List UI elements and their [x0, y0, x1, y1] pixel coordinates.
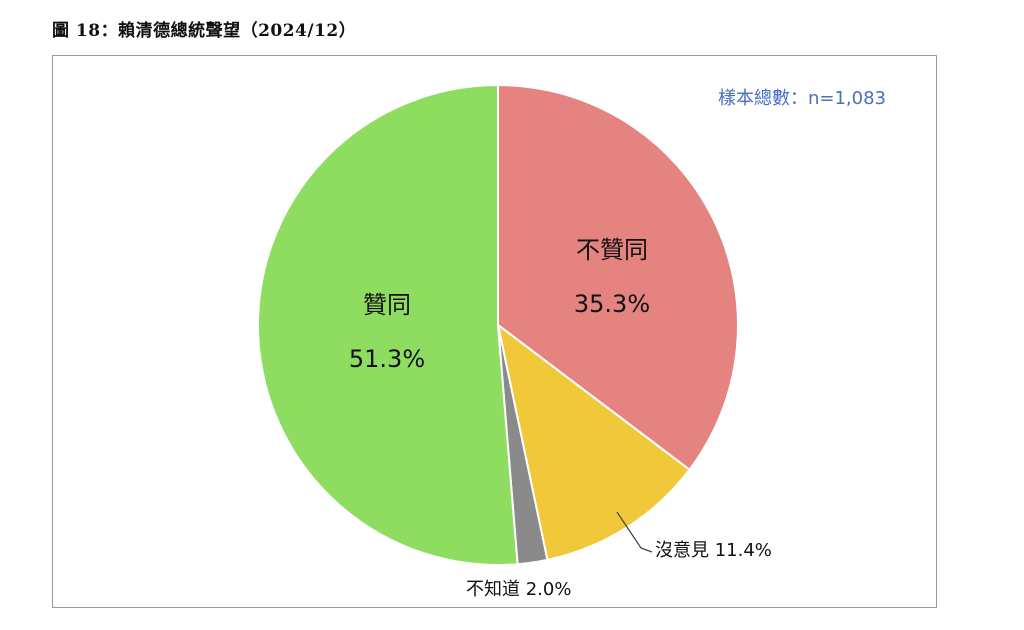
slice-labels: 不贊同 35.3% 沒意見 11.4% 不知道 2.0% 贊同 51.3% — [349, 236, 772, 600]
slice-category-label-3: 贊同 — [363, 291, 411, 319]
slice-value-label-0: 35.3% — [574, 290, 650, 318]
pie-slice-3 — [257, 83, 519, 566]
slice-value-label-3: 51.3% — [349, 345, 425, 373]
leader-line-1 — [616, 511, 653, 553]
leader-lines — [616, 511, 653, 553]
pie-slice-1 — [496, 322, 691, 562]
slice-label-2: 不知道 2.0% — [466, 579, 571, 600]
slice-label-1: 沒意見 11.4% — [655, 540, 772, 561]
sample-size-annotation: 樣本總數：n=1,083 — [718, 88, 886, 109]
figure-title: 圖 18：賴清德總統聲望（2024/12） — [52, 21, 357, 41]
pie-slices — [257, 83, 739, 566]
pie-slice-0 — [497, 83, 739, 472]
slice-category-label-0: 不贊同 — [576, 236, 648, 264]
